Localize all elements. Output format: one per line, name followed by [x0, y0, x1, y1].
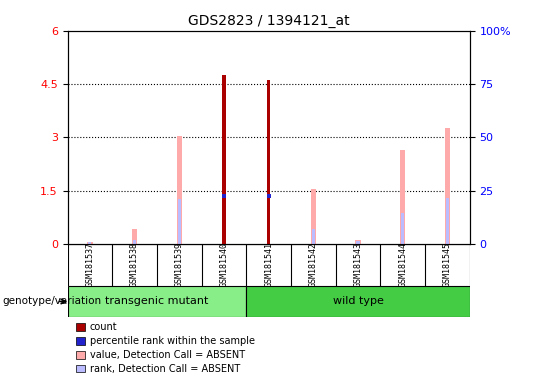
Text: count: count — [90, 322, 117, 332]
Text: GSM181543: GSM181543 — [354, 242, 362, 288]
Text: genotype/variation: genotype/variation — [3, 296, 102, 306]
Bar — [178, 199, 181, 244]
Bar — [446, 198, 449, 244]
Bar — [132, 229, 137, 244]
Bar — [267, 194, 271, 198]
Text: GSM181545: GSM181545 — [443, 242, 452, 288]
Text: GSM181540: GSM181540 — [219, 242, 228, 288]
Text: value, Detection Call = ABSENT: value, Detection Call = ABSENT — [90, 350, 245, 360]
Text: percentile rank within the sample: percentile rank within the sample — [90, 336, 255, 346]
Bar — [222, 75, 226, 244]
Bar — [267, 81, 270, 244]
Text: GSM181537: GSM181537 — [85, 242, 94, 288]
Bar — [88, 242, 91, 244]
Text: GSM181541: GSM181541 — [264, 242, 273, 288]
Bar — [312, 229, 315, 244]
Text: GSM181538: GSM181538 — [130, 242, 139, 288]
Title: GDS2823 / 1394121_at: GDS2823 / 1394121_at — [188, 14, 349, 28]
Bar — [401, 213, 404, 244]
Text: wild type: wild type — [333, 296, 383, 306]
Bar — [222, 194, 226, 198]
Text: GSM181539: GSM181539 — [175, 242, 184, 288]
Text: rank, Detection Call = ABSENT: rank, Detection Call = ABSENT — [90, 364, 240, 374]
Bar — [177, 136, 182, 244]
Bar — [68, 286, 246, 317]
Bar — [400, 150, 406, 244]
Bar — [445, 128, 450, 244]
Bar — [356, 242, 360, 244]
Text: GSM181544: GSM181544 — [399, 242, 407, 288]
Bar — [355, 240, 361, 244]
Bar — [267, 196, 270, 244]
Text: transgenic mutant: transgenic mutant — [105, 296, 208, 306]
Bar — [246, 286, 470, 317]
Bar — [133, 240, 136, 244]
Text: GSM181542: GSM181542 — [309, 242, 318, 288]
Bar — [310, 189, 316, 244]
Bar — [87, 242, 92, 244]
Bar — [222, 196, 226, 244]
